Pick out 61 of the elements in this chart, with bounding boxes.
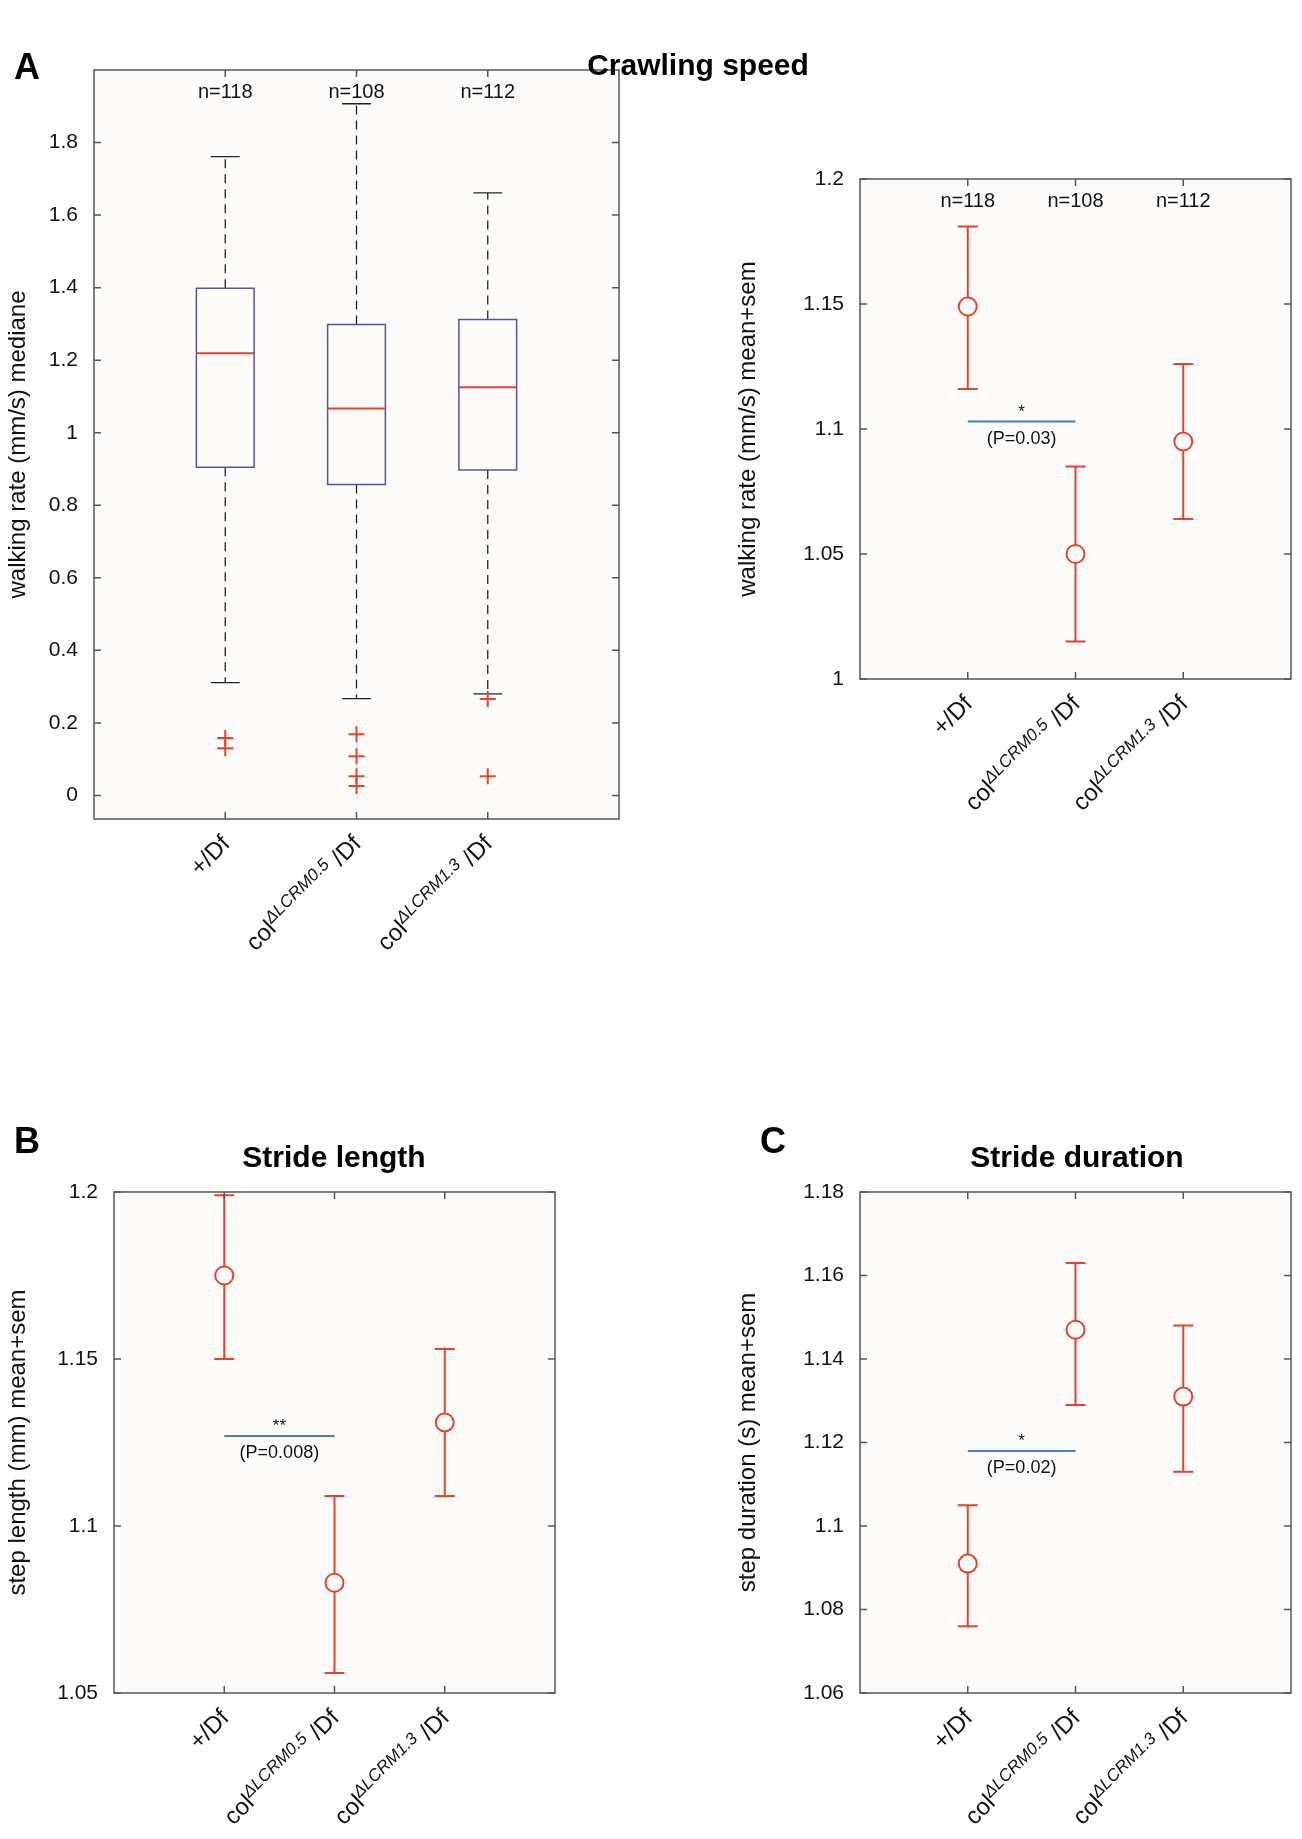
y-tick-label: 0 — [66, 782, 78, 806]
y-tick-label: 1.05 — [803, 540, 844, 564]
point — [324, 1572, 345, 1593]
y-tick-label: 0.8 — [48, 492, 78, 516]
annotation: n=112 — [460, 80, 516, 102]
annotation: n=118 — [197, 80, 253, 102]
y-tick-label: 1.2 — [68, 1178, 98, 1202]
x-tick-label: +/Df — [184, 829, 236, 881]
y-tick-label: 1.08 — [803, 1596, 844, 1620]
point — [957, 1553, 978, 1574]
x-tick-label: +/Df — [183, 1703, 235, 1755]
text: Crawling speed — [587, 48, 809, 82]
y-axis-title: walking rate (mm/s) mediane — [3, 290, 31, 600]
y-tick-label: 1.1 — [68, 1512, 98, 1536]
y-axis-title: step length (mm) mean+sem — [3, 1289, 31, 1596]
y-tick-label: 1.05 — [57, 1679, 98, 1703]
point — [1173, 431, 1194, 452]
chart-title: Stride length — [242, 1140, 426, 1174]
annotation: (P=0.02) — [986, 1457, 1057, 1478]
y-tick-label: 1 — [832, 665, 844, 689]
y-tick-label: 1.18 — [803, 1178, 844, 1202]
y-tick-label: 1.12 — [803, 1429, 844, 1453]
text: C — [760, 1120, 786, 1162]
y-tick-label: 1.06 — [803, 1679, 844, 1703]
point — [1065, 544, 1086, 564]
chart-title: Stride duration — [970, 1140, 1184, 1174]
annotation: * — [1018, 401, 1026, 421]
annotation: n=108 — [328, 80, 385, 102]
y-tick-label: 1.2 — [48, 346, 78, 370]
y-tick-label: 0.6 — [48, 564, 78, 588]
y-tick-label: 1.2 — [814, 165, 844, 189]
y-tick-label: 1.16 — [803, 1262, 844, 1286]
y-tick-label: 1.4 — [48, 274, 79, 298]
y-tick-label: 1.15 — [803, 290, 844, 314]
annotation: ** — [272, 1415, 287, 1435]
point — [214, 1265, 235, 1286]
text: B — [14, 1120, 40, 1162]
y-tick-label: 0.4 — [48, 637, 79, 661]
x-tick-label: +/Df — [926, 1703, 978, 1755]
annotation: n=108 — [1047, 189, 1104, 211]
y-tick-label: 1.1 — [814, 415, 844, 439]
y-tick-label: 1.15 — [57, 1345, 98, 1369]
y-axis-title: step duration (s) mean+sem — [733, 1292, 761, 1593]
annotation: (P=0.03) — [986, 427, 1057, 448]
annotation: n=112 — [1155, 189, 1211, 211]
annotation: n=118 — [940, 189, 996, 211]
y-tick-label: 1.6 — [48, 201, 78, 225]
point — [1173, 1386, 1194, 1407]
y-tick-label: 1 — [66, 419, 78, 443]
y-tick-label: 0.2 — [48, 709, 78, 733]
text: A — [14, 46, 40, 88]
y-tick-label: 1.14 — [803, 1345, 845, 1369]
y-tick-label: 1.8 — [48, 129, 78, 153]
point — [1065, 1319, 1086, 1340]
x-tick-label: +/Df — [926, 689, 978, 741]
annotation: (P=0.008) — [239, 1441, 320, 1462]
y-tick-label: 1.1 — [814, 1512, 844, 1536]
y-axis-title: walking rate (mm/s) mean+sem — [733, 261, 761, 598]
point — [434, 1412, 455, 1433]
annotation: * — [1018, 1431, 1026, 1451]
point — [957, 296, 978, 317]
